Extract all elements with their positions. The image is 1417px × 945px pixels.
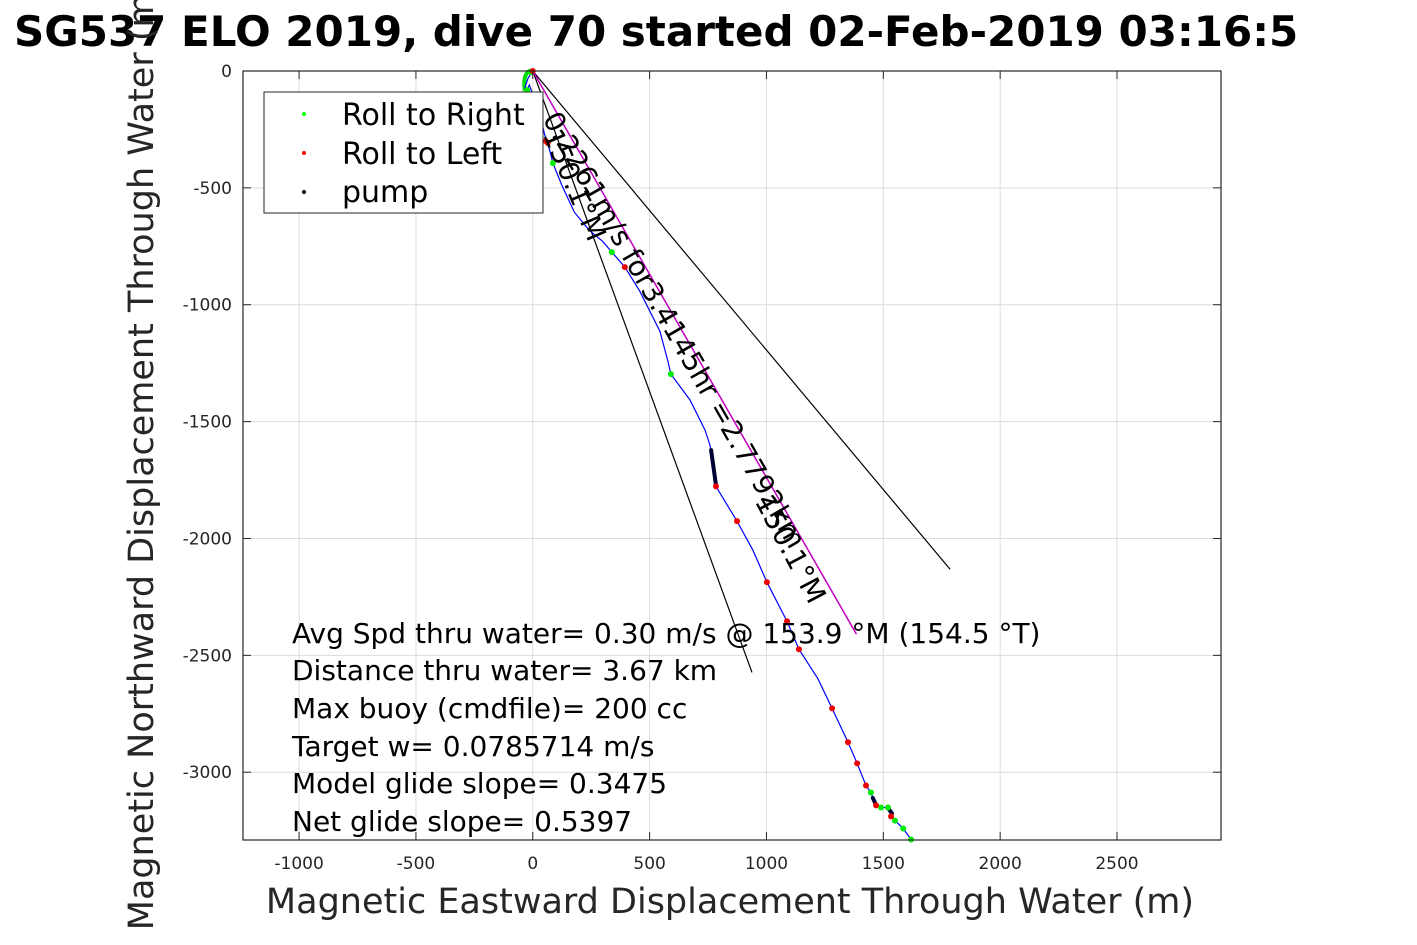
roll-left-point bbox=[888, 813, 895, 820]
stat-target-w: Target w= 0.0785714 m/s bbox=[291, 730, 654, 763]
stats-block: Avg Spd thru water= 0.30 m/s @ 153.9 °M … bbox=[291, 617, 1040, 838]
x-tick-label: -1000 bbox=[274, 854, 323, 874]
pump-segment bbox=[887, 807, 894, 816]
stat-avg-speed: Avg Spd thru water= 0.30 m/s @ 153.9 °M … bbox=[292, 617, 1040, 650]
roll-right-point bbox=[867, 789, 874, 796]
y-tick-label: -1500 bbox=[183, 413, 232, 433]
legend-marker-roll-left bbox=[302, 151, 306, 155]
roll-left-point bbox=[621, 264, 628, 271]
bound-line bbox=[532, 70, 951, 570]
x-tick-label: 500 bbox=[633, 854, 665, 874]
x-tick-label: 2000 bbox=[979, 854, 1022, 874]
roll-right-point bbox=[892, 817, 898, 824]
y-axis-label: Magnetic Northward Displacement Through … bbox=[122, 0, 162, 930]
y-tick-label: -2500 bbox=[183, 646, 232, 666]
stat-net-glide-slope: Net glide slope= 0.5397 bbox=[292, 805, 632, 838]
roll-left-point bbox=[734, 518, 741, 525]
roll-left-point bbox=[763, 579, 770, 586]
legend-label-roll-right: Roll to Right bbox=[342, 98, 525, 133]
legend-marker-roll-right bbox=[302, 112, 306, 116]
grid bbox=[243, 70, 1221, 840]
legend-marker-pump bbox=[302, 190, 306, 194]
y-tick-label: -500 bbox=[193, 179, 232, 199]
roll-left-point bbox=[544, 139, 551, 146]
roll-left-point bbox=[712, 483, 719, 490]
roll-left-point bbox=[829, 705, 836, 712]
y-tick-label: 0 bbox=[221, 62, 232, 82]
y-tick-label: -1000 bbox=[183, 296, 232, 316]
heading-line bbox=[532, 70, 858, 635]
roll-right-point bbox=[877, 804, 884, 811]
chart-title: SG537 ELO 2019, dive 70 started 02-Feb-2… bbox=[14, 7, 1298, 56]
roll-right-point bbox=[549, 160, 556, 167]
y-tick-label: -3000 bbox=[183, 763, 232, 783]
roll-left-point bbox=[873, 802, 880, 809]
x-tick-label: 0 bbox=[527, 854, 538, 874]
roll-right-point bbox=[884, 804, 891, 811]
roll-right-point bbox=[608, 249, 615, 256]
legend: Roll to Right Roll to Left pump bbox=[263, 91, 544, 214]
x-tick-label: -500 bbox=[397, 854, 436, 874]
roll-left-point bbox=[784, 618, 791, 625]
stat-distance: Distance thru water= 3.67 km bbox=[292, 654, 717, 687]
roll-right-point bbox=[900, 825, 907, 832]
roll-left-point bbox=[845, 739, 852, 746]
legend-label-pump: pump bbox=[342, 175, 428, 210]
x-tick-label: 2500 bbox=[1095, 854, 1138, 874]
axes-frame bbox=[242, 70, 1222, 841]
roll-left-point bbox=[795, 646, 802, 653]
y-tick-label: -2000 bbox=[183, 529, 232, 549]
ticks: -1000 -500 0 500 1000 1500 2000 2500 0 -500 -1000 -… bbox=[183, 62, 1221, 874]
x-tick-label: 1500 bbox=[862, 854, 905, 874]
x-tick-label: 1000 bbox=[745, 854, 788, 874]
roll-left-point bbox=[854, 760, 861, 767]
legend-label-roll-left: Roll to Left bbox=[342, 137, 502, 172]
legend-box bbox=[263, 91, 544, 214]
stat-max-buoy: Max buoy (cmdfile)= 200 cc bbox=[292, 692, 687, 725]
roll-left-point bbox=[863, 782, 870, 789]
stat-model-glide-slope: Model glide slope= 0.3475 bbox=[292, 767, 667, 800]
bound-line bbox=[532, 70, 753, 673]
x-axis-label: Magnetic Eastward Displacement Through W… bbox=[266, 882, 1194, 922]
roll-right-point bbox=[667, 371, 674, 378]
plot-content bbox=[522, 68, 951, 843]
pump-segment bbox=[709, 448, 718, 488]
